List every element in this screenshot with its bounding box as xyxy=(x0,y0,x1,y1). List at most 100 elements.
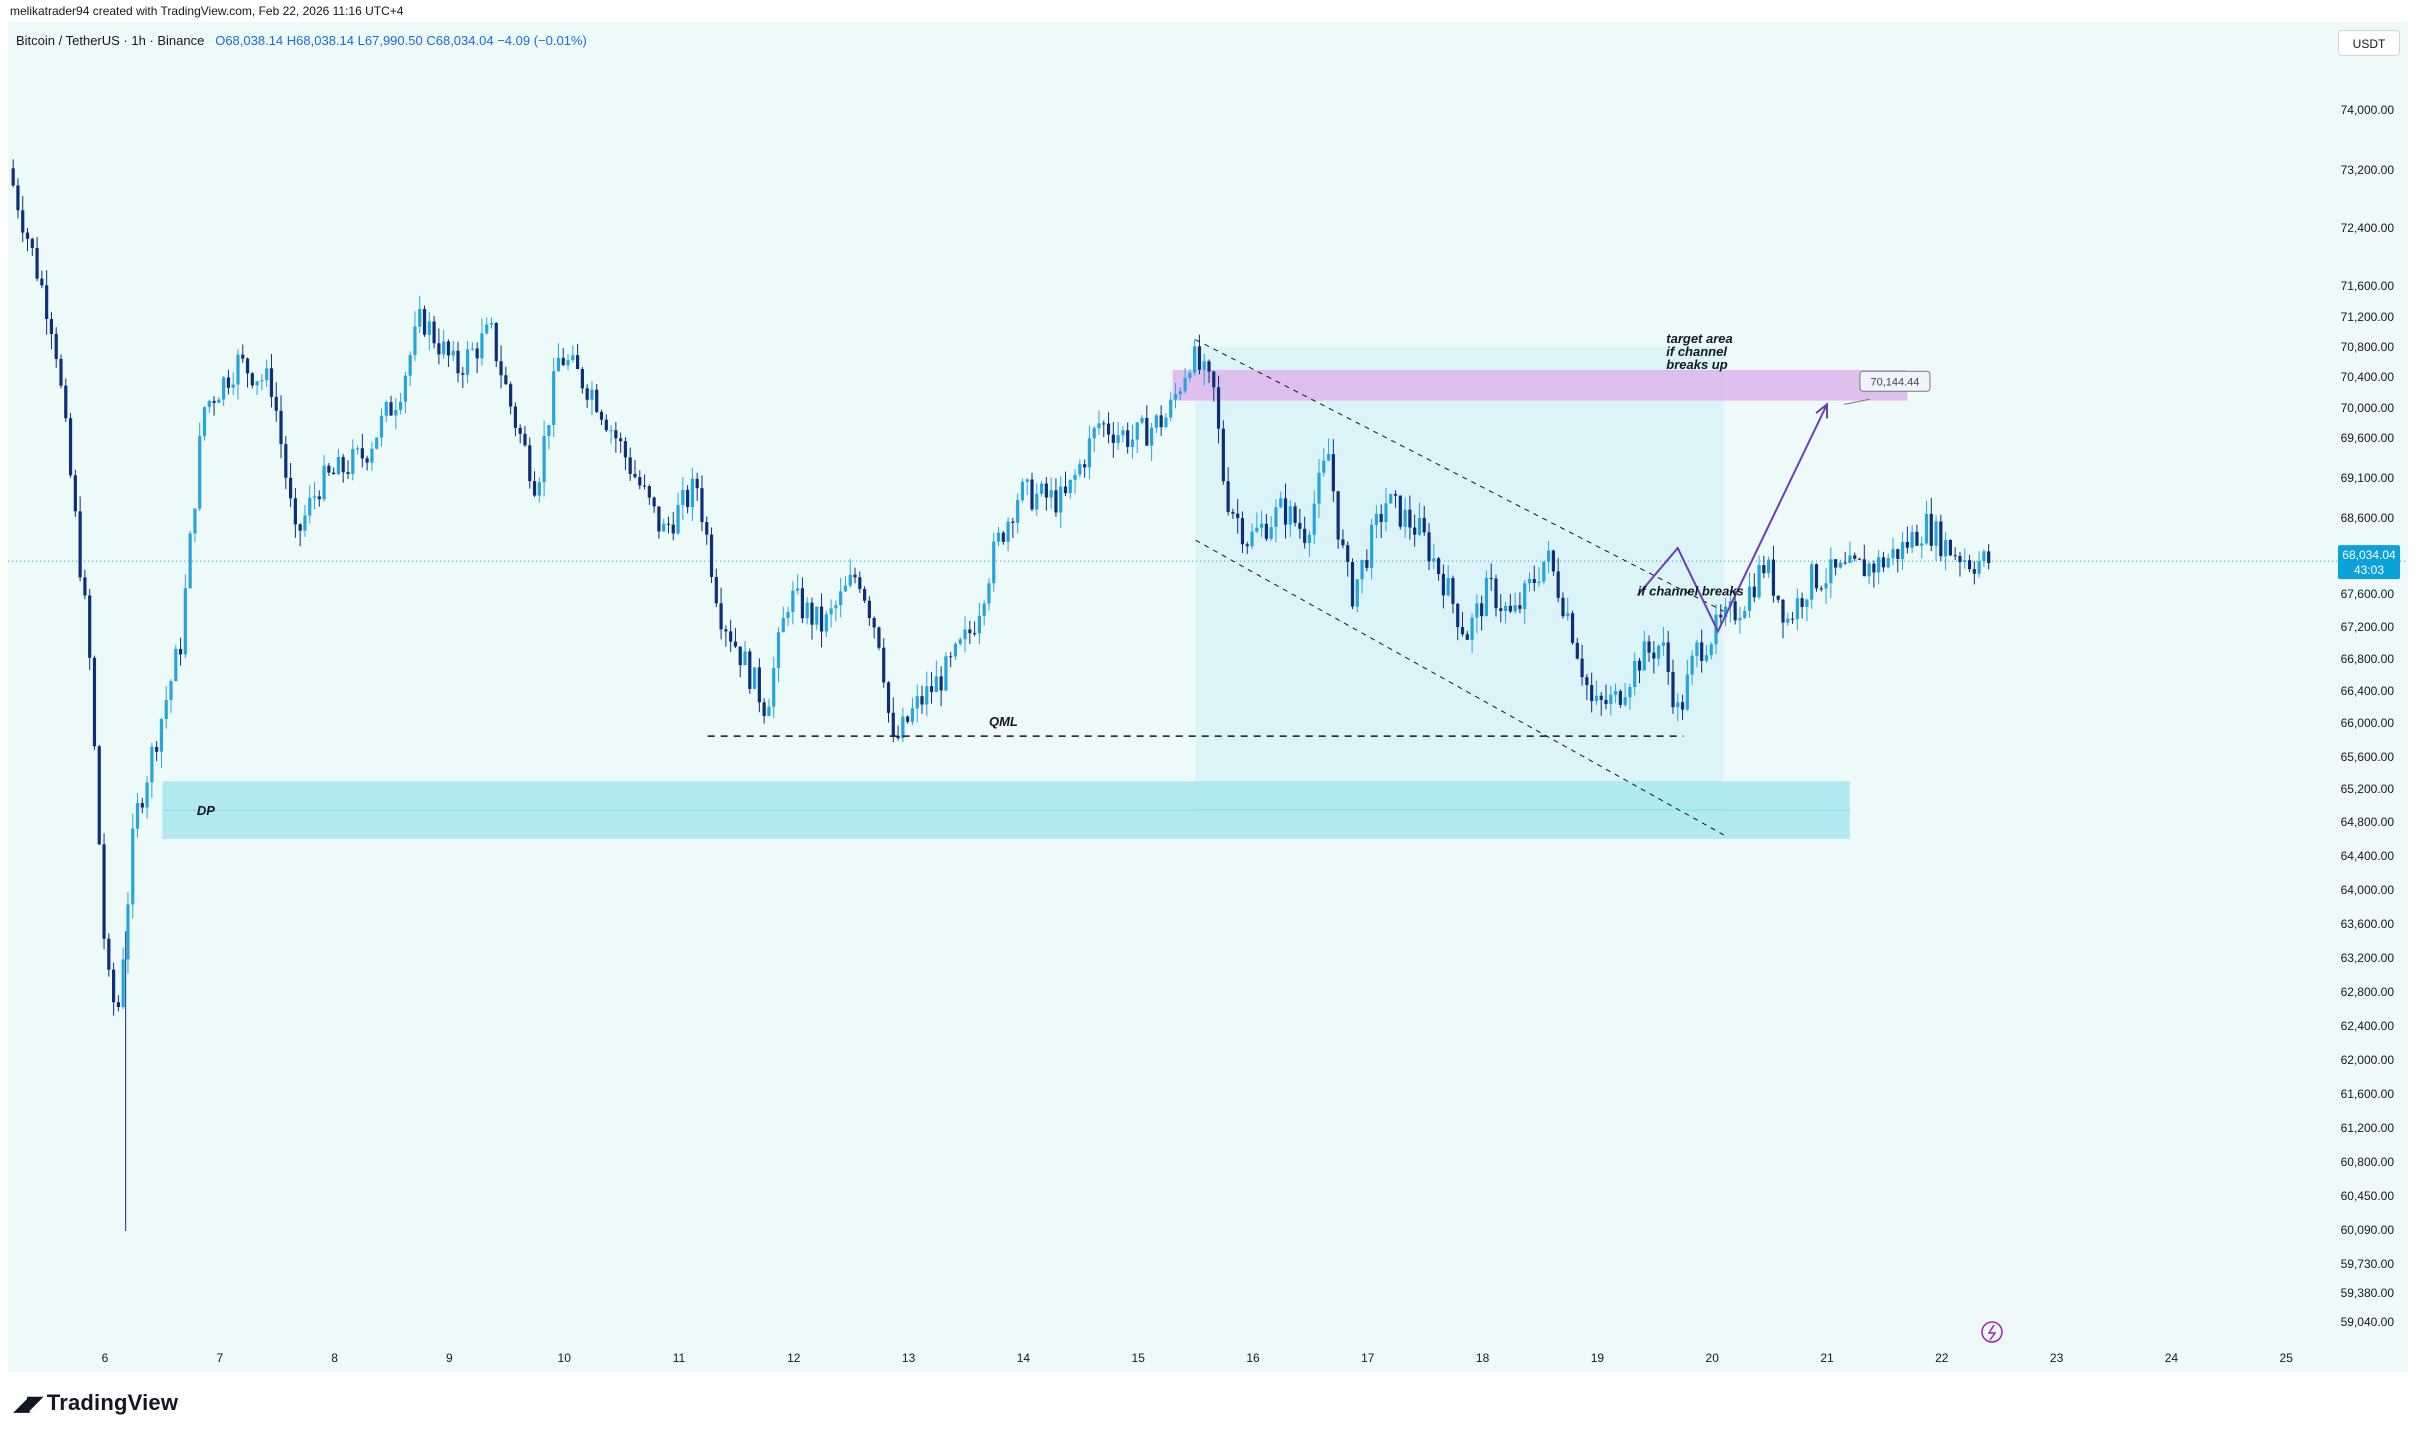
candle[interactable] xyxy=(1307,534,1312,543)
candle[interactable] xyxy=(68,418,73,476)
candle[interactable] xyxy=(1016,500,1020,523)
candle[interactable] xyxy=(1293,506,1297,523)
candle[interactable] xyxy=(73,475,77,512)
current-price-badge[interactable] xyxy=(2338,545,2400,580)
candle[interactable] xyxy=(332,472,336,475)
candle[interactable] xyxy=(944,656,948,691)
candle[interactable] xyxy=(480,333,484,359)
candle[interactable] xyxy=(284,444,288,478)
candle[interactable] xyxy=(575,355,580,370)
candle[interactable] xyxy=(1365,560,1369,568)
candle[interactable] xyxy=(1637,660,1642,671)
candle[interactable] xyxy=(226,377,231,388)
candle[interactable] xyxy=(1819,588,1823,590)
candle[interactable] xyxy=(528,445,532,482)
candle[interactable] xyxy=(1508,605,1512,612)
candle[interactable] xyxy=(1106,423,1111,435)
candle[interactable] xyxy=(1790,618,1795,620)
candle[interactable] xyxy=(1762,565,1766,574)
candle[interactable] xyxy=(351,449,355,474)
candle[interactable] xyxy=(1676,702,1680,708)
candle[interactable] xyxy=(1886,558,1890,568)
candle[interactable] xyxy=(193,508,197,534)
candle[interactable] xyxy=(1900,541,1905,559)
candle[interactable] xyxy=(1503,605,1508,612)
candle[interactable] xyxy=(1929,513,1933,546)
candle[interactable] xyxy=(829,608,833,615)
candle[interactable] xyxy=(748,651,752,689)
candle[interactable] xyxy=(776,632,781,668)
candle[interactable] xyxy=(1824,583,1828,589)
candle[interactable] xyxy=(1145,417,1149,446)
candle[interactable] xyxy=(1326,454,1331,461)
candle[interactable] xyxy=(1910,531,1914,548)
candle[interactable] xyxy=(198,436,202,509)
candle[interactable] xyxy=(547,425,551,437)
candle[interactable] xyxy=(1403,509,1407,527)
candle[interactable] xyxy=(604,419,608,431)
candle[interactable] xyxy=(929,686,934,692)
alert-lightning-icon[interactable] xyxy=(1981,1321,2003,1343)
candle[interactable] xyxy=(188,533,192,589)
candle[interactable] xyxy=(207,400,211,408)
candle[interactable] xyxy=(700,488,704,523)
candle[interactable] xyxy=(288,477,293,499)
candle[interactable] xyxy=(915,696,919,709)
candle[interactable] xyxy=(456,350,460,374)
candle[interactable] xyxy=(862,588,867,601)
candle[interactable] xyxy=(375,437,379,449)
candle[interactable] xyxy=(155,746,159,752)
candle[interactable] xyxy=(1035,493,1039,510)
candle[interactable] xyxy=(1102,423,1106,425)
candle[interactable] xyxy=(1336,491,1340,540)
candle[interactable] xyxy=(1652,652,1656,659)
candle[interactable] xyxy=(1456,603,1460,628)
candle[interactable] xyxy=(662,523,666,532)
candle[interactable] xyxy=(265,368,269,381)
currency-unit-button[interactable]: USDT xyxy=(2338,30,2400,56)
target-zone[interactable] xyxy=(1172,370,1908,401)
candle[interactable] xyxy=(1613,691,1618,695)
candle[interactable] xyxy=(1982,551,1986,562)
candle[interactable] xyxy=(446,341,451,356)
candle[interactable] xyxy=(346,472,350,474)
candle[interactable] xyxy=(1680,702,1685,710)
candle[interactable] xyxy=(642,485,647,487)
candle[interactable] xyxy=(250,373,254,386)
candle[interactable] xyxy=(269,368,274,397)
candle[interactable] xyxy=(461,373,465,375)
candle[interactable] xyxy=(1083,464,1087,468)
candle[interactable] xyxy=(1867,563,1871,577)
candle[interactable] xyxy=(886,682,891,713)
candle[interactable] xyxy=(1341,539,1345,546)
candle[interactable] xyxy=(1193,346,1197,373)
candle[interactable] xyxy=(1317,472,1321,504)
candle[interactable] xyxy=(1350,562,1355,607)
candle[interactable] xyxy=(92,657,97,747)
candle[interactable] xyxy=(470,348,474,350)
candle[interactable] xyxy=(131,828,135,905)
candle[interactable] xyxy=(906,716,910,722)
candle[interactable] xyxy=(733,641,738,647)
candle[interactable] xyxy=(1661,642,1666,646)
candle[interactable] xyxy=(925,686,929,705)
candle[interactable] xyxy=(384,402,388,416)
candle[interactable] xyxy=(1939,521,1943,557)
candle[interactable] xyxy=(451,350,455,356)
candle[interactable] xyxy=(499,361,503,376)
candle[interactable] xyxy=(260,380,264,382)
candle[interactable] xyxy=(628,457,632,474)
candle[interactable] xyxy=(16,185,20,211)
candle[interactable] xyxy=(853,574,857,578)
candle[interactable] xyxy=(30,238,34,248)
candle[interactable] xyxy=(1494,578,1498,609)
candle[interactable] xyxy=(1953,555,1957,557)
candle[interactable] xyxy=(848,574,852,586)
candle[interactable] xyxy=(408,355,412,376)
candle[interactable] xyxy=(1475,603,1479,618)
candle[interactable] xyxy=(298,524,302,531)
candle[interactable] xyxy=(174,648,178,682)
candle[interactable] xyxy=(422,308,427,335)
candle[interactable] xyxy=(1848,555,1852,564)
candle[interactable] xyxy=(1312,503,1316,535)
